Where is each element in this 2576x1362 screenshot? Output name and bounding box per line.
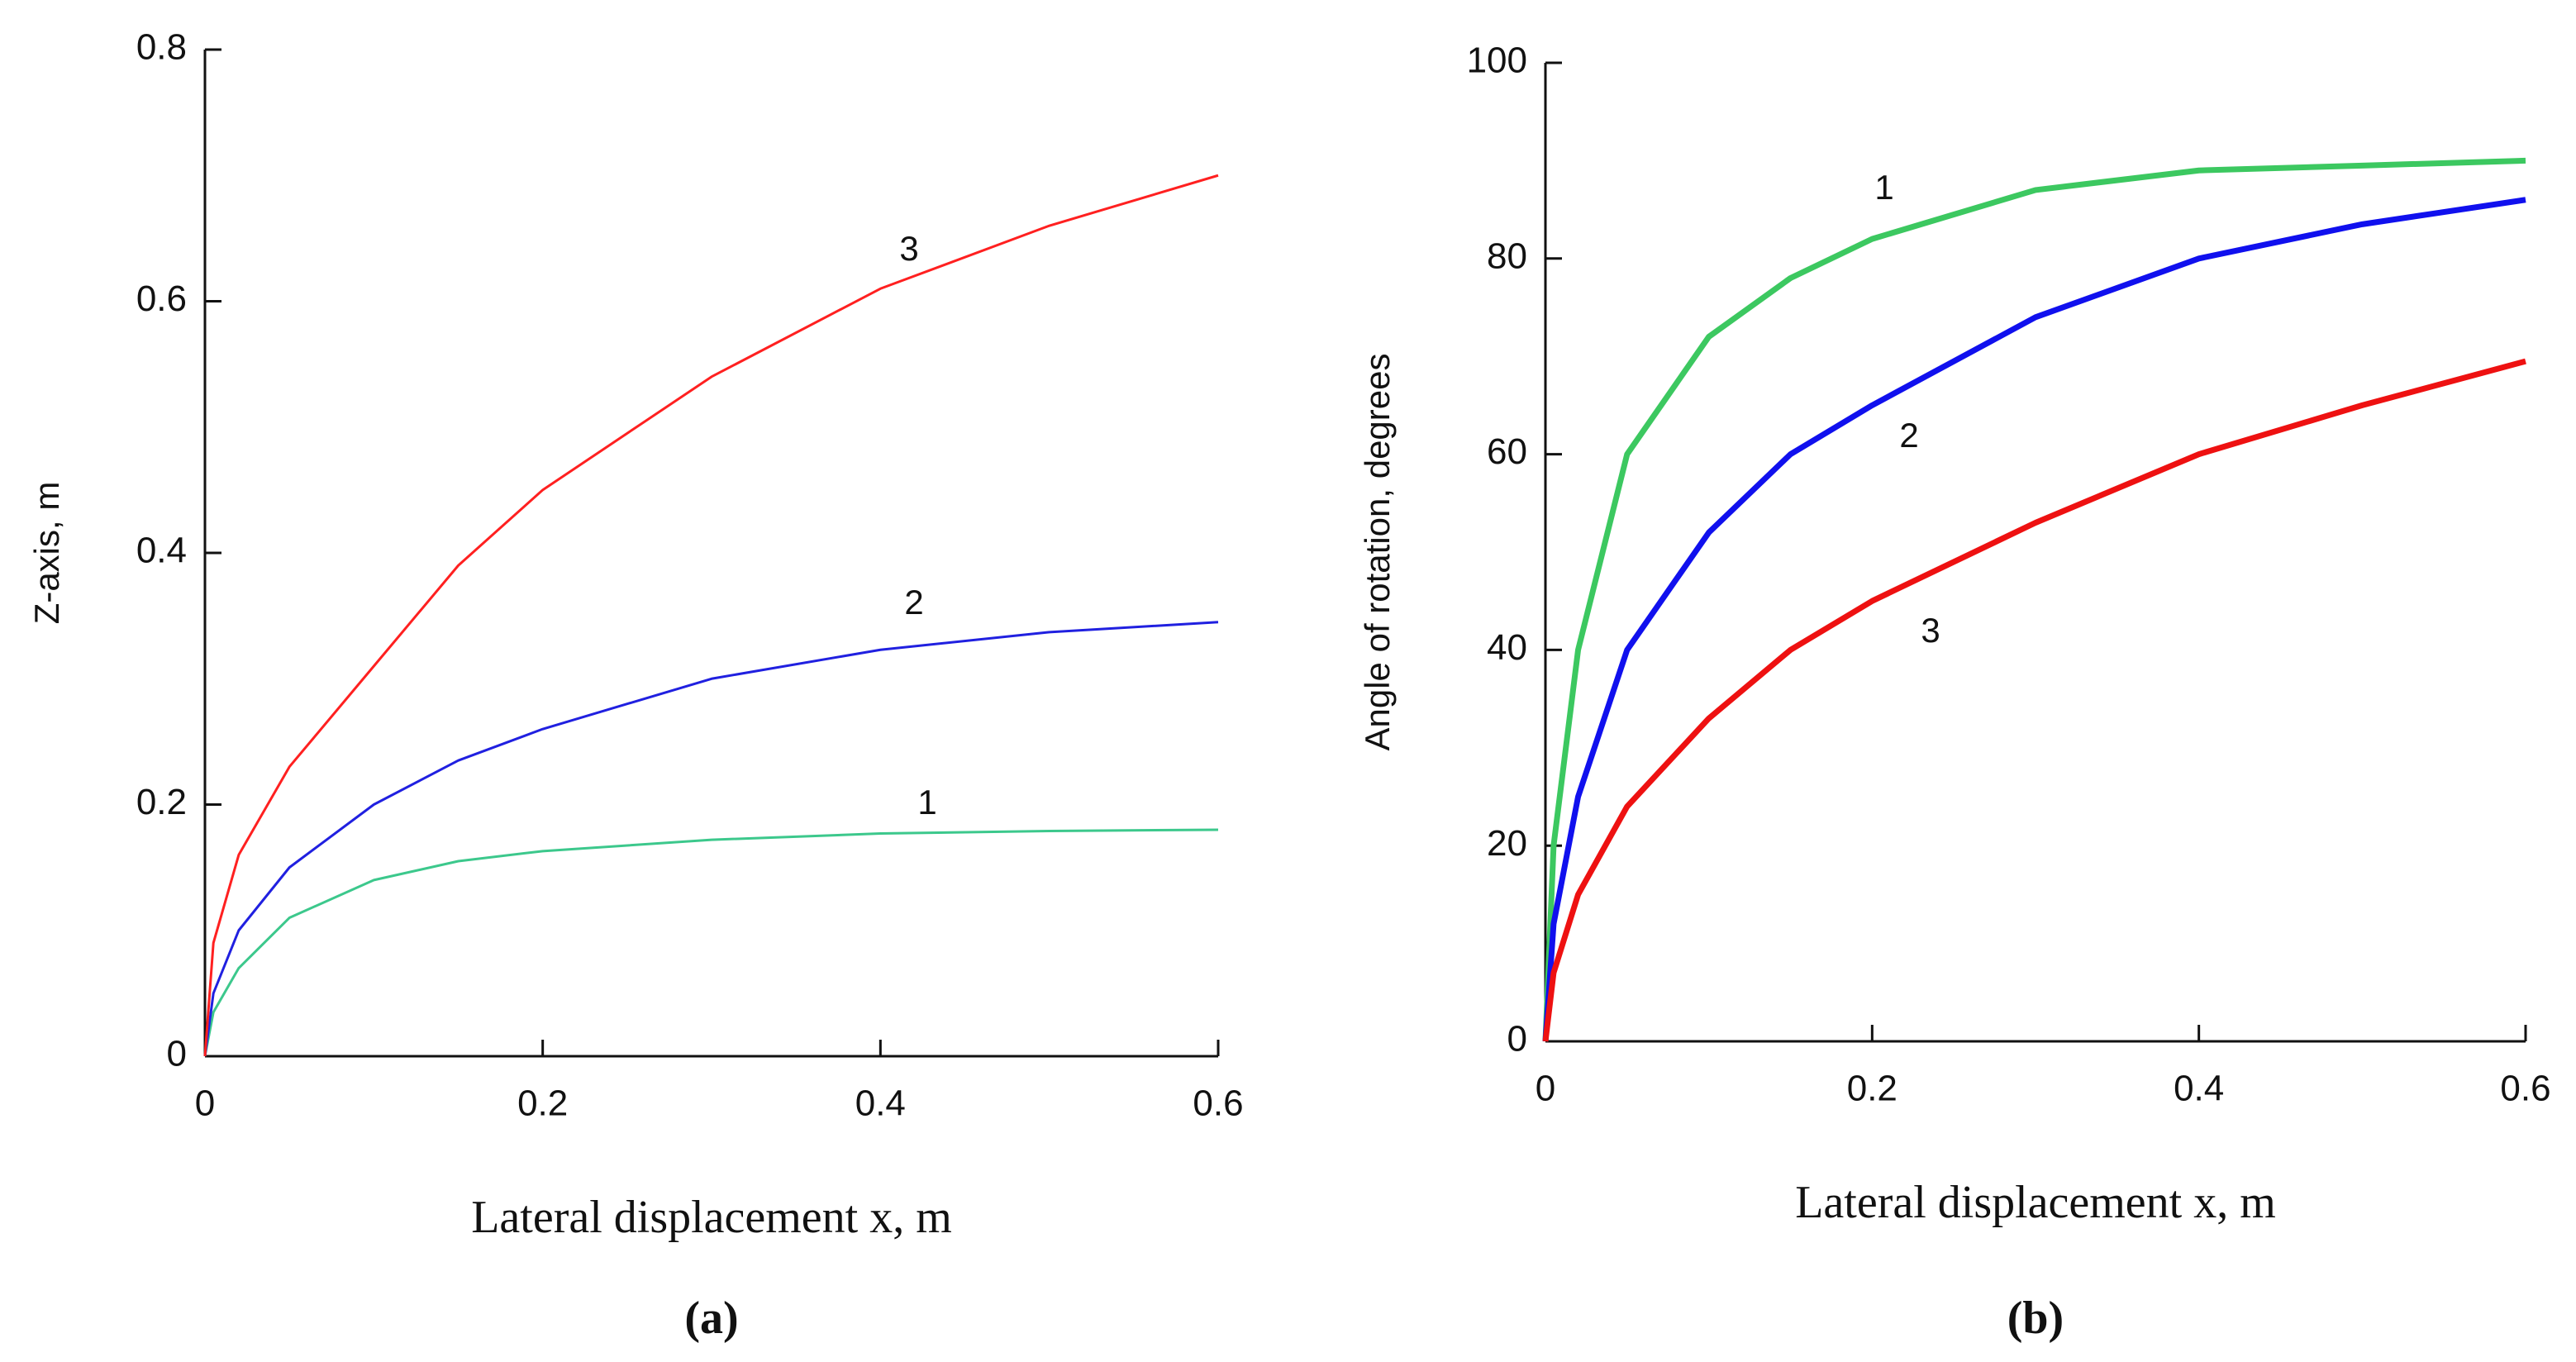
x-axis-label: Lateral displacement x, m xyxy=(471,1192,952,1243)
y-tick-label: 0.4 xyxy=(136,531,187,571)
curve-label: 1 xyxy=(1874,168,1893,207)
y-tick-label: 60 xyxy=(1487,431,1527,472)
x-tick-label: 0.4 xyxy=(855,1083,906,1124)
curve-label: 2 xyxy=(904,583,923,621)
curve xyxy=(1542,197,2526,1042)
y-tick-label: 80 xyxy=(1487,236,1527,276)
y-tick-label: 20 xyxy=(1487,823,1527,864)
y-tick-label: 0 xyxy=(167,1034,187,1074)
y-tick-label: 0.2 xyxy=(136,782,187,822)
x-tick-label: 0 xyxy=(195,1083,215,1124)
x-tick-label: 0.6 xyxy=(2500,1069,2550,1109)
curve xyxy=(203,621,1219,1057)
x-tick-label: 0.2 xyxy=(517,1083,568,1124)
y-tick-label: 0 xyxy=(1507,1019,1527,1060)
curve xyxy=(203,174,1219,1057)
y-tick-label: 40 xyxy=(1487,627,1527,668)
y-axis-label: Angle of rotation, degrees xyxy=(1358,354,1397,751)
curve-label: 3 xyxy=(1921,611,1940,650)
curve xyxy=(1542,358,2526,1042)
curve-label: 1 xyxy=(917,783,936,821)
caption: (a) xyxy=(684,1293,738,1344)
x-tick-label: 0.2 xyxy=(1847,1069,1897,1109)
x-tick-label: 0 xyxy=(1536,1069,1555,1109)
curve xyxy=(203,828,1219,1057)
y-tick-label: 100 xyxy=(1467,40,1527,81)
curve xyxy=(1542,157,2526,1042)
caption: (b) xyxy=(2007,1293,2064,1344)
x-tick-label: 0.6 xyxy=(1193,1083,1243,1124)
curve-label: 2 xyxy=(1899,416,1918,455)
curve-label: 3 xyxy=(899,229,918,268)
y-tick-label: 0.6 xyxy=(136,279,187,319)
y-tick-label: 0.8 xyxy=(136,27,187,68)
y-axis-label: Z-axis, m xyxy=(27,482,66,625)
x-tick-label: 0.4 xyxy=(2174,1069,2224,1109)
x-axis-label: Lateral displacement x, m xyxy=(1795,1177,2276,1228)
